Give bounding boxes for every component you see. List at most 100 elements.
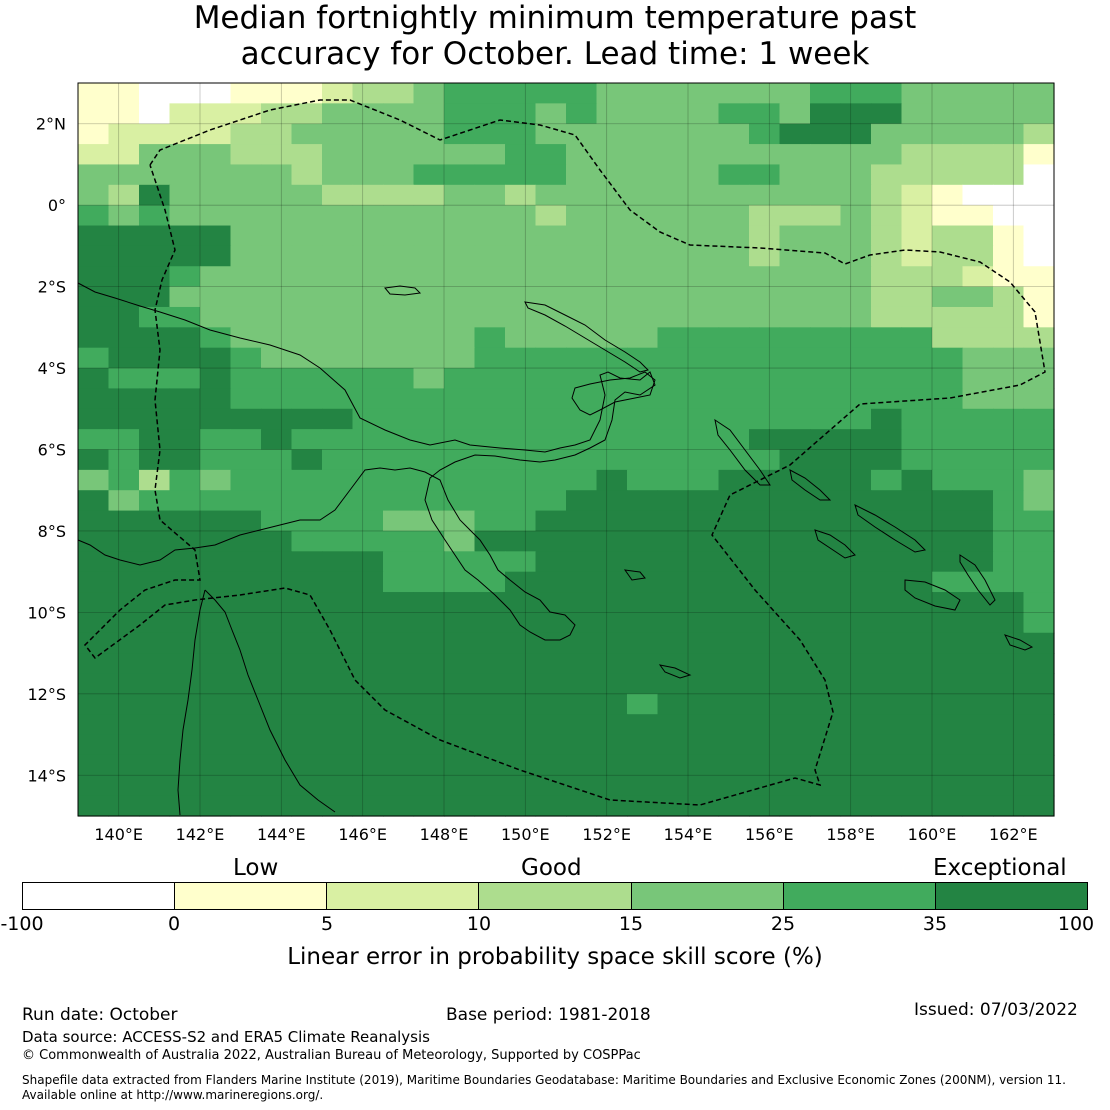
grid-cell <box>169 429 201 451</box>
grid-cell <box>993 306 1025 328</box>
grid-cell <box>383 530 415 552</box>
grid-cell <box>779 490 811 512</box>
grid-cell <box>871 592 903 613</box>
grid-cell <box>413 795 445 817</box>
grid-cell <box>657 388 689 410</box>
grid-cell <box>261 184 293 206</box>
grid-cell <box>993 408 1025 430</box>
latitude-label: 6°S <box>38 441 66 460</box>
grid-cell <box>1023 653 1055 675</box>
grid-cell <box>840 225 872 247</box>
coastline-choiseul <box>789 469 832 501</box>
grid-cell <box>413 347 445 369</box>
grid-cell <box>566 775 598 797</box>
grid-cell <box>474 632 506 654</box>
grid-cell <box>352 795 384 817</box>
grid-cell <box>810 754 842 776</box>
grid-cell <box>535 245 567 267</box>
grid-cell <box>993 205 1025 227</box>
title-line-2: accuracy for October. Lead time: 1 week <box>240 36 870 72</box>
grid-cell <box>108 693 140 715</box>
grid-cell <box>627 754 659 776</box>
grid-cell <box>78 612 110 634</box>
grid-cell <box>657 184 689 206</box>
grid-cell <box>749 144 781 166</box>
grid-cell <box>230 469 262 491</box>
grid-cell <box>718 775 750 797</box>
grid-cell <box>78 795 110 817</box>
grid-cell <box>383 144 415 166</box>
grid-cell <box>261 612 293 634</box>
grid-cell <box>749 795 781 817</box>
colorbar-category-exceptional: Exceptional <box>933 855 1067 881</box>
grid-cell <box>840 347 872 369</box>
graticule <box>78 83 1054 816</box>
grid-cell <box>474 286 506 308</box>
grid-cell <box>139 673 171 695</box>
grid-cell <box>688 775 720 797</box>
grid-cell <box>444 368 476 390</box>
grid-cell <box>566 571 598 593</box>
grid-cell <box>291 306 323 328</box>
grid-cell <box>779 164 811 186</box>
grid-cell <box>505 83 537 104</box>
grid-cell <box>200 429 232 451</box>
grid-cell <box>383 571 415 593</box>
grid-cell <box>352 754 384 776</box>
grid-cell <box>1023 775 1055 797</box>
grid-cell <box>840 327 872 349</box>
grid-cell <box>139 449 171 471</box>
grid-cell <box>444 144 476 166</box>
grid-cell <box>932 612 964 634</box>
grid-cell <box>1023 795 1055 817</box>
grid-cell <box>169 83 201 104</box>
grid-cell <box>596 754 628 776</box>
grid-cell <box>840 83 872 104</box>
grid-cell <box>810 429 842 451</box>
grid-cell <box>871 266 903 288</box>
grid-cell <box>200 408 232 430</box>
grid-cell <box>566 83 598 104</box>
grid-cell <box>566 205 598 227</box>
grid-cell <box>596 592 628 613</box>
grid-cell <box>108 571 140 593</box>
grid-cell <box>840 144 872 166</box>
coastline-malaita <box>959 554 996 606</box>
grid-cell <box>657 103 689 125</box>
grid-cell <box>779 83 811 104</box>
grid-cell <box>810 510 842 532</box>
grid-cell <box>535 144 567 166</box>
grid-cell <box>688 164 720 186</box>
grid-cell <box>108 368 140 390</box>
grid-cell <box>139 103 171 125</box>
grid-cell <box>932 306 964 328</box>
copyright: © Commonwealth of Australia 2022, Austra… <box>22 1048 641 1063</box>
grid-cell <box>291 123 323 145</box>
grid-cell <box>688 673 720 695</box>
grid-cell <box>779 571 811 593</box>
grid-cell <box>200 164 232 186</box>
grid-cell <box>383 286 415 308</box>
grid-cell <box>718 795 750 817</box>
grid-cell <box>718 388 750 410</box>
grid-cell <box>78 368 110 390</box>
grid-cell <box>200 266 232 288</box>
grid-cell <box>993 673 1025 695</box>
grid-cell <box>474 714 506 736</box>
grid-cell <box>78 571 110 593</box>
grid-cell <box>261 327 293 349</box>
grid-cell <box>962 673 994 695</box>
grid-cell <box>962 592 994 613</box>
grid-cell <box>413 205 445 227</box>
grid-cell <box>718 530 750 552</box>
grid-cell <box>108 673 140 695</box>
grid-cell <box>169 612 201 634</box>
grid-cell <box>627 775 659 797</box>
grid-cell <box>108 225 140 247</box>
grid-cell <box>688 510 720 532</box>
grid-cell <box>108 306 140 328</box>
grid-cell <box>139 347 171 369</box>
grid-cell <box>505 164 537 186</box>
grid-cell <box>749 571 781 593</box>
grid-cell <box>444 714 476 736</box>
